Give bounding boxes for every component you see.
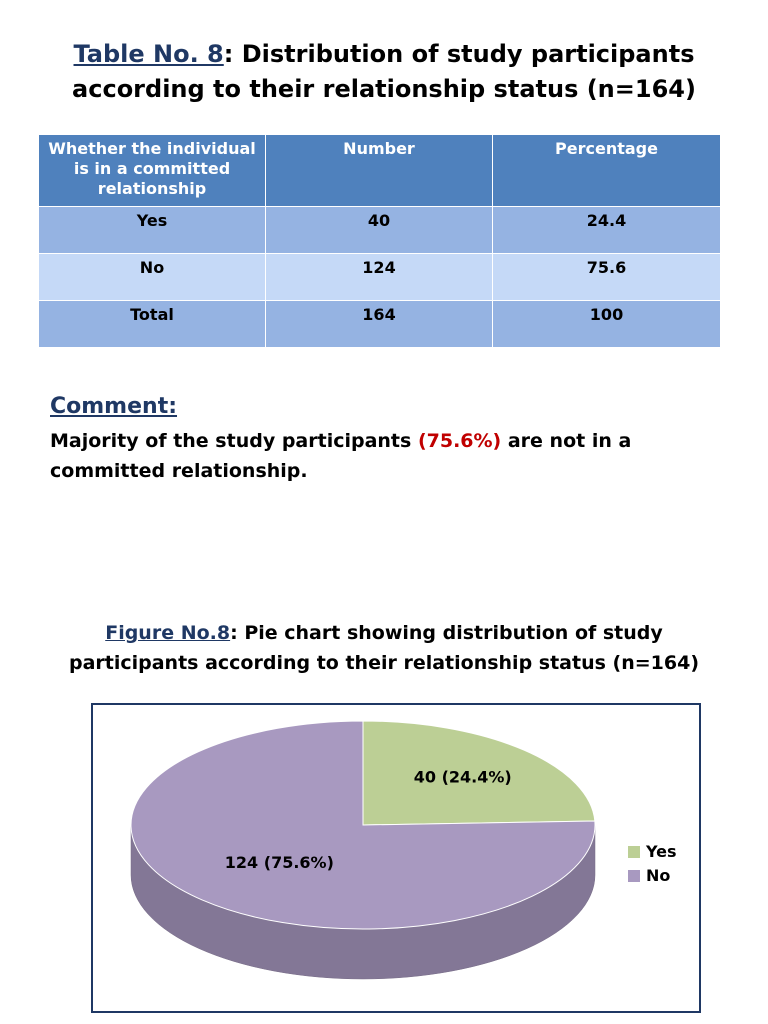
figure-ref: Figure No.8 (105, 622, 231, 644)
table-row: No 124 75.6 (38, 253, 721, 301)
table-row-total: Total 164 100 (38, 300, 721, 348)
chart-legend: Yes No (628, 840, 677, 888)
legend-item-no: No (628, 864, 677, 888)
pie-chart: 40 (24.4%) 124 (75.6%) (130, 720, 596, 980)
cell-number: 40 (265, 206, 493, 254)
table-title: Table No. 8: Distribution of study parti… (0, 37, 768, 107)
data-label-no: 124 (75.6%) (225, 853, 334, 872)
table-row: Yes 40 24.4 (38, 206, 721, 254)
legend-label-no: No (646, 866, 671, 885)
comment-highlight: (75.6%) (417, 430, 502, 452)
cell-status: Total (38, 300, 266, 348)
cell-percentage: 75.6 (492, 253, 721, 301)
header-percentage: Percentage (492, 134, 721, 207)
pie-slice-yes (362, 720, 596, 826)
comment-body: Majority of the study participants (75.6… (50, 426, 690, 486)
cell-status: Yes (38, 206, 266, 254)
pie-slice-no (130, 720, 596, 930)
cell-percentage: 24.4 (492, 206, 721, 254)
figure-title-line1: : Pie chart showing distribution of stud… (230, 622, 663, 644)
table-title-line1: : Distribution of study participants (223, 40, 695, 68)
figure-title-line2: participants according to their relation… (68, 652, 700, 674)
legend-swatch-yes (628, 846, 640, 858)
figure-title: Figure No.8: Pie chart showing distribut… (0, 618, 768, 678)
cell-number: 124 (265, 253, 493, 301)
cell-percentage: 100 (492, 300, 721, 348)
relationship-status-table: Whether the individual is in a committed… (38, 134, 721, 348)
table-title-line2: according to their relationship status (… (72, 75, 696, 103)
pie-chart-frame: 40 (24.4%) 124 (75.6%) Yes No (91, 703, 701, 1013)
cell-status: No (38, 253, 266, 301)
cell-number: 164 (265, 300, 493, 348)
table-header-row: Whether the individual is in a committed… (38, 134, 721, 207)
header-committed: Whether the individual is in a committed… (38, 134, 266, 207)
legend-item-yes: Yes (628, 840, 677, 864)
legend-label-yes: Yes (646, 842, 677, 861)
comment-text-before: Majority of the study participants (50, 430, 418, 452)
comment-heading: Comment: (50, 394, 178, 419)
data-label-yes: 40 (24.4%) (414, 768, 512, 787)
comment-text-after: are not in a committed relationship. (50, 430, 632, 482)
table-ref: Table No. 8 (73, 40, 224, 68)
legend-swatch-no (628, 870, 640, 882)
header-number: Number (265, 134, 493, 207)
